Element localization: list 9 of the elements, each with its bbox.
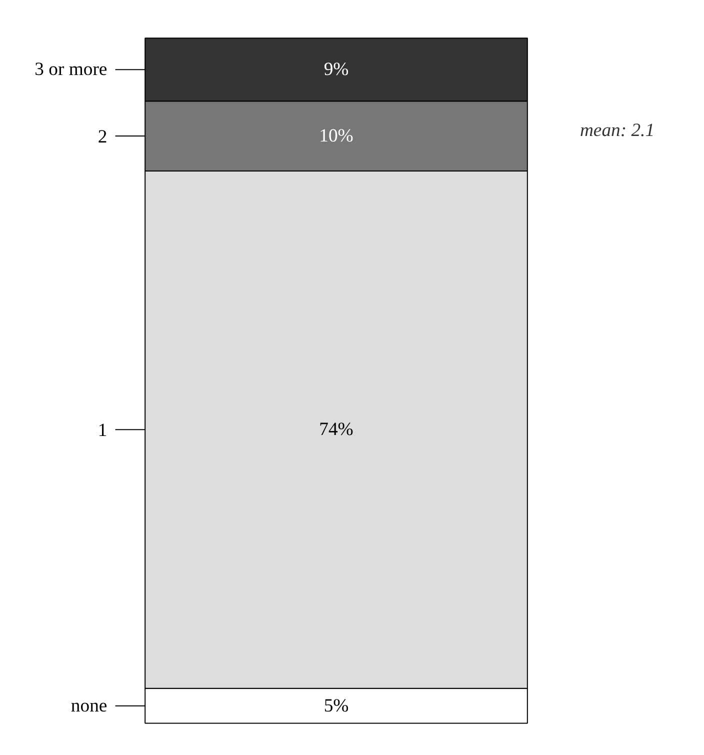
- legend-label: 2: [98, 126, 108, 148]
- legend-label: 3 or more: [34, 59, 108, 80]
- text: mean: 2.1: [580, 120, 655, 142]
- data-label: 9%: [324, 59, 349, 80]
- legend-label: 1: [98, 420, 108, 442]
- legend-label: none: [70, 695, 108, 716]
- data-label: 10%: [319, 126, 354, 147]
- data-label: 74%: [319, 419, 354, 440]
- data-label: 5%: [324, 695, 349, 716]
